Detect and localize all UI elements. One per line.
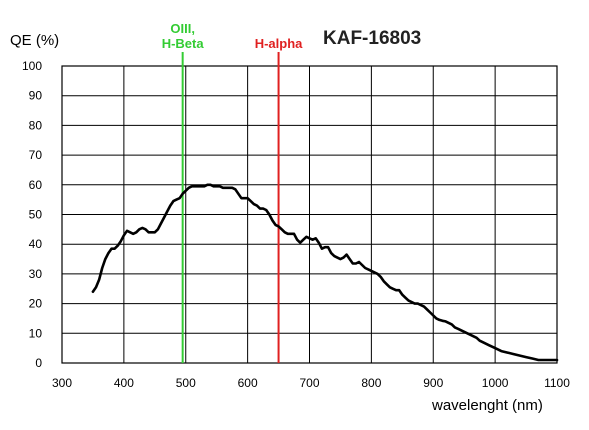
y-axis-title: QE (%) — [10, 32, 59, 49]
x-tick-label-1100: 1100 — [544, 376, 570, 390]
series-line-0 — [91, 183, 559, 362]
series-layer — [91, 183, 559, 362]
plot-frame — [61, 65, 558, 364]
y-tick-label-70: 70 — [29, 148, 43, 162]
wavelength-markers: OIII,H-Beta H-alpha — [162, 21, 303, 363]
y-tick-labels: 0 10 20 30 40 50 60 70 80 90 100 — [22, 59, 42, 370]
y-tick-label-80: 80 — [29, 118, 43, 132]
marker-label-1-0: H-alpha — [255, 36, 303, 51]
x-tick-label-400: 400 — [114, 376, 134, 390]
marker-label-0-1: H-Beta — [162, 36, 205, 51]
x-tick-label-500: 500 — [176, 376, 196, 390]
x-tick-label-800: 800 — [361, 376, 381, 390]
x-tick-labels: 300 400 500 600 700 800 900 1000 1100 — [52, 376, 570, 390]
y-tick-label-90: 90 — [29, 89, 43, 103]
y-tick-label-100: 100 — [22, 59, 42, 73]
x-tick-label-600: 600 — [238, 376, 258, 390]
x-axis-title: wavelenght (nm) — [431, 397, 543, 414]
marker-label-0-0: OIII, — [170, 21, 195, 36]
x-tick-label-300: 300 — [52, 376, 72, 390]
y-tick-label-40: 40 — [29, 237, 43, 251]
y-tick-label-60: 60 — [29, 178, 43, 192]
y-tick-label-0: 0 — [35, 356, 42, 370]
y-tick-label-10: 10 — [29, 326, 43, 340]
y-tick-label-50: 50 — [29, 208, 43, 222]
x-tick-label-1000: 1000 — [482, 376, 509, 390]
x-tick-label-900: 900 — [423, 376, 443, 390]
x-tick-label-700: 700 — [299, 376, 319, 390]
y-tick-label-20: 20 — [29, 297, 43, 311]
chart-title: KAF-16803 — [323, 28, 421, 49]
y-tick-label-30: 30 — [29, 267, 43, 281]
